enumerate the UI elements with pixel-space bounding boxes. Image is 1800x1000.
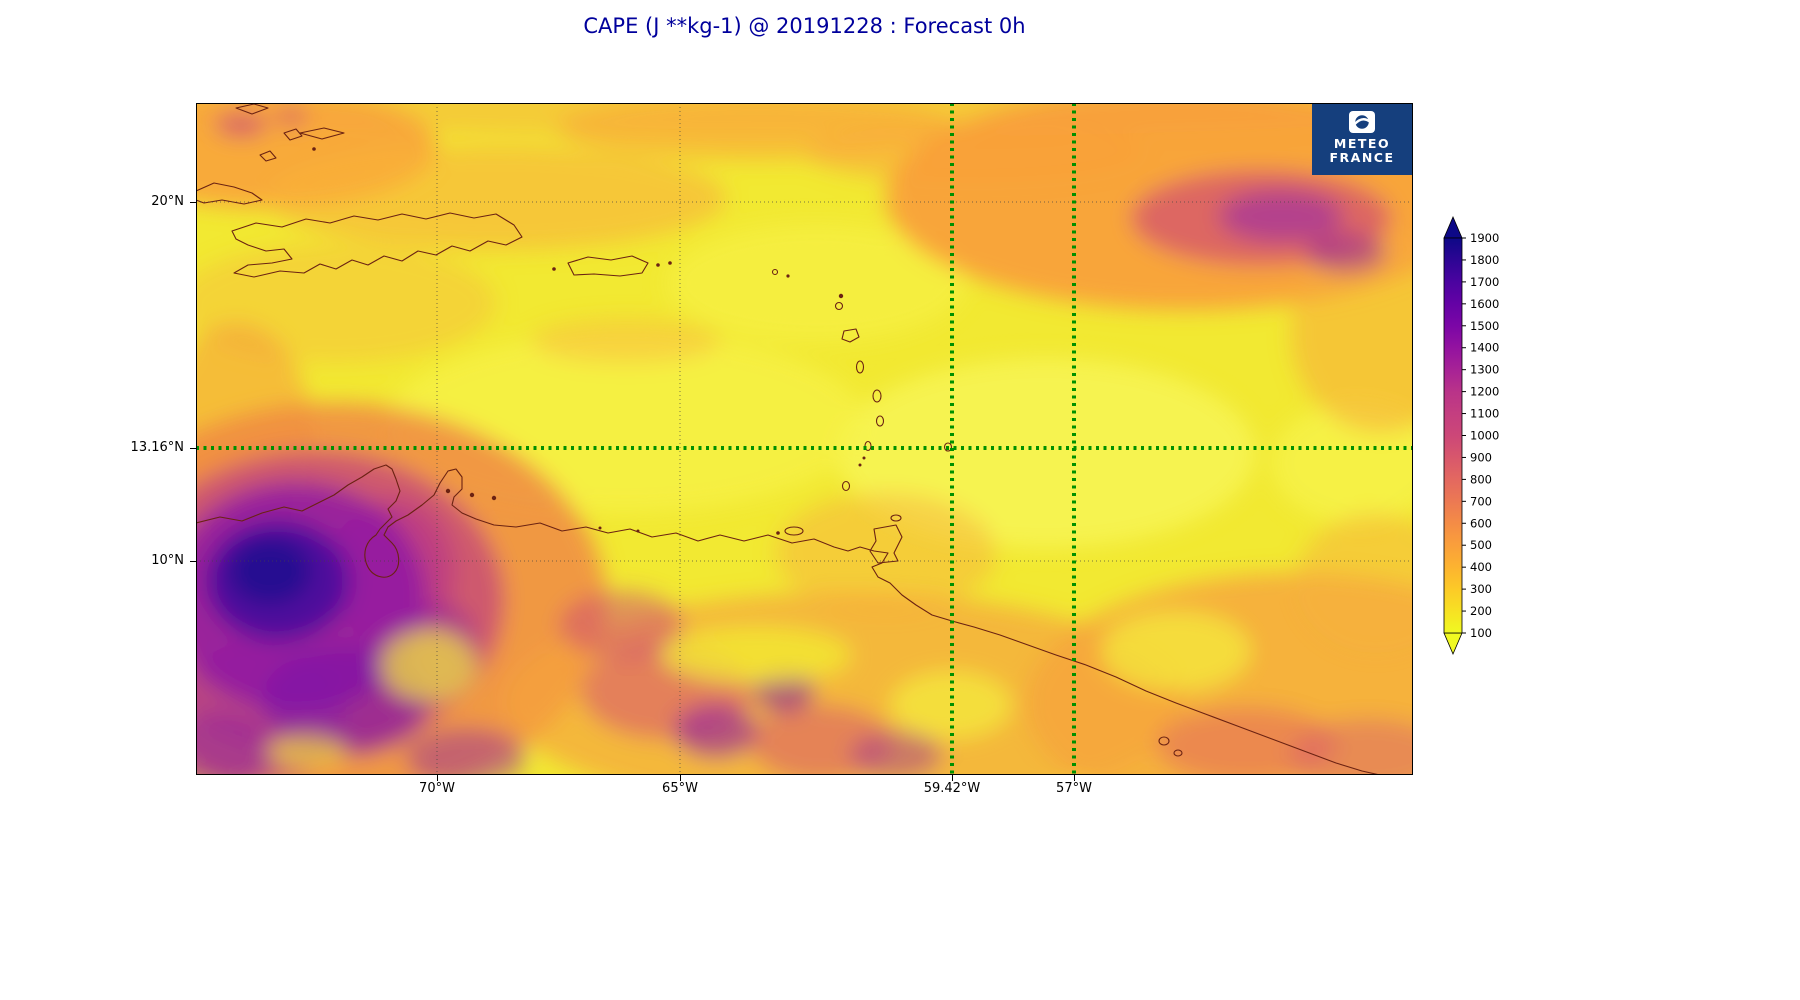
colorbar: 100 200 300 400 500 600 700 800 900 1000 1100 1200 1… — [1440, 210, 1530, 674]
colorbar-tick-label: 100 — [1470, 626, 1492, 640]
x-tickmark — [680, 775, 681, 781]
colorbar-tick-label: 300 — [1470, 582, 1492, 596]
colorbar-canvas: 100 200 300 400 500 600 700 800 900 1000 1100 1200 1… — [1443, 215, 1499, 656]
colorbar-tick-label: 1400 — [1470, 341, 1499, 355]
meteo-france-icon — [1349, 111, 1375, 133]
colorbar-tick-label: 400 — [1470, 560, 1492, 574]
colorbar-tick-label: 1000 — [1470, 429, 1499, 443]
cape-field-approximation — [196, 103, 1413, 775]
colorbar-ticks: 100 200 300 400 500 600 700 800 900 1000 1100 1200 1… — [1462, 231, 1499, 640]
colorbar-tick-label: 500 — [1470, 538, 1492, 552]
meteo-france-logo: METEO FRANCE — [1312, 104, 1412, 175]
x-tick-label-57w: 57°W — [1056, 781, 1092, 796]
colorbar-tick-label: 1300 — [1470, 363, 1499, 377]
graticule — [196, 103, 1413, 775]
x-tickmark — [1074, 775, 1075, 781]
map-border — [196, 103, 1413, 775]
colorbar-tick-label: 1700 — [1470, 275, 1499, 289]
x-tick-label-65w: 65°W — [662, 781, 698, 796]
colorbar-tick-label: 1800 — [1470, 253, 1499, 267]
x-tickmark — [952, 775, 953, 781]
colorbar-extend-min-arrow — [1443, 632, 1463, 656]
y-tick-label-13-16n: 13.16°N — [130, 440, 184, 455]
colorbar-extend-max-arrow — [1443, 215, 1463, 239]
map-area — [196, 103, 1413, 775]
colorbar-tick-label: 1900 — [1470, 231, 1499, 245]
x-tick-label-59-42w: 59.42°W — [923, 781, 981, 796]
highlight-reference-lines — [196, 103, 1413, 775]
colorbar-tick-label: 1600 — [1470, 297, 1499, 311]
y-tickmark — [190, 202, 196, 203]
colorbar-tick-label: 1100 — [1470, 407, 1499, 421]
colorbar-tick-label: 900 — [1470, 450, 1492, 464]
y-tick-label-10n: 10°N — [151, 553, 184, 568]
y-tickmark — [190, 448, 196, 449]
colorbar-tick-label: 800 — [1470, 472, 1492, 486]
colorbar-tick-label: 200 — [1470, 604, 1492, 618]
logo-text-france: FRANCE — [1329, 150, 1395, 165]
y-tickmark — [190, 561, 196, 562]
y-tick-label-20n: 20°N — [151, 194, 184, 209]
x-tick-label-70w: 70°W — [419, 781, 455, 796]
colorbar-gradient — [1443, 237, 1463, 634]
colorbar-tick-label: 600 — [1470, 516, 1492, 530]
colorbar-tick-label: 700 — [1470, 494, 1492, 508]
chart-title: CAPE (J **kg-1) @ 20191228 : Forecast 0h — [583, 14, 1026, 38]
map-canvas — [196, 103, 1413, 775]
colorbar-tick-label: 1200 — [1470, 385, 1499, 399]
x-tickmark — [437, 775, 438, 781]
coastlines — [196, 103, 1381, 775]
logo-text-meteo: METEO — [1333, 136, 1391, 151]
colorbar-tick-label: 1500 — [1470, 319, 1499, 333]
